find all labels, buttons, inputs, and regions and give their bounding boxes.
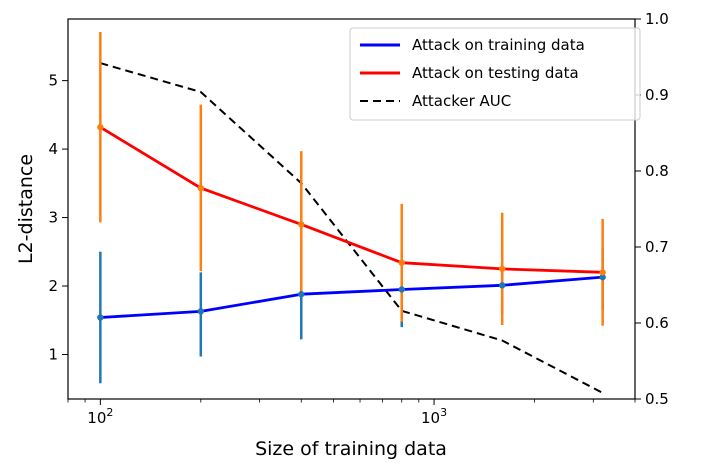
x-axis-title: Size of training data <box>255 438 447 460</box>
y-axis-ticks: 1 2 3 4 5 <box>48 72 68 363</box>
legend-label-auc: Attacker AUC <box>412 92 511 110</box>
training-point <box>197 308 205 315</box>
series-layer <box>97 32 606 394</box>
training-point <box>599 273 606 281</box>
training-point <box>298 291 305 298</box>
legend: Attack on training data Attack on testin… <box>349 27 641 121</box>
training-point <box>498 282 506 289</box>
y2-axis-ticks: 0.5 0.6 0.7 0.8 0.9 1.0 <box>635 10 669 408</box>
auc-line <box>100 62 604 394</box>
testing-point <box>97 123 104 131</box>
y-tick-label: 3 <box>48 209 58 227</box>
training-point <box>398 286 405 293</box>
y2-tick-label: 0.7 <box>645 238 669 256</box>
testing-line <box>99 126 603 274</box>
x-tick-label: 103 <box>421 406 447 427</box>
y2-tick-label: 0.5 <box>645 390 669 408</box>
y-axis-title: L2-distance <box>15 154 37 264</box>
y2-tick-label: 0.8 <box>645 162 669 180</box>
legend-label-testing: Attack on testing data <box>412 64 579 82</box>
y2-tick-label: 0.6 <box>645 314 669 332</box>
y-tick-label: 2 <box>48 277 58 295</box>
training-line <box>100 275 603 319</box>
testing-point <box>197 184 205 192</box>
testing-point <box>298 221 305 228</box>
y-tick-label: 1 <box>48 345 58 363</box>
plot-frame <box>67 18 636 400</box>
y-tick-label: 4 <box>48 140 58 158</box>
testing-point <box>398 259 405 266</box>
y-tick-label: 5 <box>48 72 58 90</box>
x-tick-label: 102 <box>87 406 113 427</box>
training-point <box>97 314 104 321</box>
testing-point <box>498 265 506 273</box>
y2-tick-label: 0.9 <box>645 86 669 104</box>
testing-point <box>599 269 606 276</box>
legend-box <box>349 27 641 121</box>
y2-tick-label: 1.0 <box>645 10 669 28</box>
x-axis-ticks: 102 103 <box>67 399 636 427</box>
legend-label-training: Attack on training data <box>412 36 585 54</box>
plot-area <box>67 18 636 400</box>
